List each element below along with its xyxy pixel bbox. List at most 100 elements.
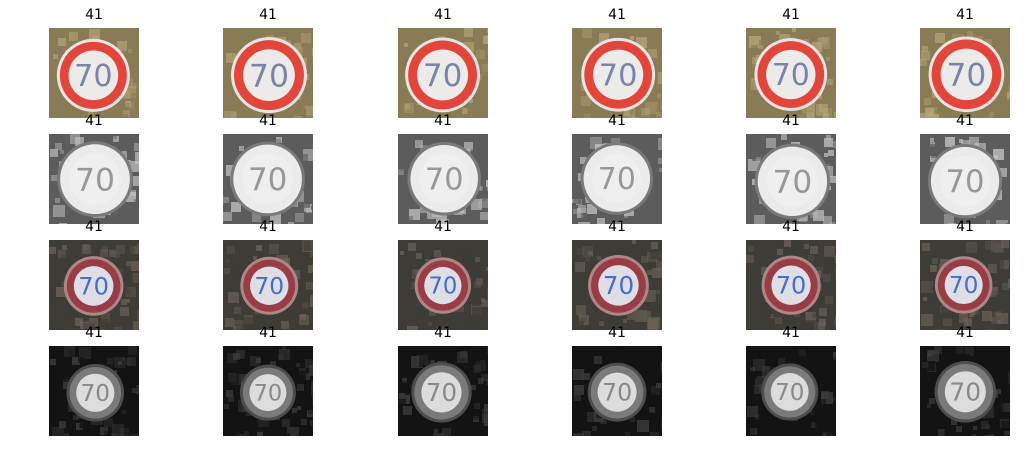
class-label: 41	[956, 325, 974, 341]
class-label: 41	[85, 325, 103, 341]
grid-cell: 41 70	[746, 219, 836, 330]
grid-cell: 41 70	[398, 325, 488, 436]
sign-tile: 70	[920, 346, 1010, 436]
sign-tile: 70	[223, 28, 313, 118]
sign-tile: 70	[398, 346, 488, 436]
sign-image: 70	[398, 134, 488, 224]
sign-face	[597, 372, 637, 412]
class-label: 41	[782, 325, 800, 341]
class-label: 41	[782, 7, 800, 23]
sign-tile: 70	[920, 134, 1010, 224]
class-label: 41	[434, 7, 452, 23]
grid-cell: 41 70	[572, 113, 662, 224]
sign-image: 70	[49, 240, 139, 330]
sign-digits: 70	[603, 271, 634, 300]
sign-digits: 70	[248, 162, 287, 198]
sign-tile: 70	[223, 346, 313, 436]
sign-digits: 70	[949, 272, 979, 299]
class-label: 41	[434, 219, 452, 235]
grid-cell: 41 70	[398, 219, 488, 330]
sign-tile: 70	[746, 346, 836, 436]
grid-cell: 41 70	[920, 325, 1010, 436]
class-label: 41	[85, 113, 103, 129]
grid-cell: 41 70	[920, 7, 1010, 118]
sign-face	[68, 50, 119, 101]
grid-cell: 41 70	[920, 113, 1010, 224]
sign-face	[944, 371, 986, 413]
grid-cell: 41 70	[746, 7, 836, 118]
grid-cell: 41 70	[49, 325, 139, 436]
sign-tile: 70	[49, 240, 139, 330]
grid-cell: 41 70	[223, 7, 313, 118]
sign-tile: 70	[49, 28, 139, 118]
sign-tile: 70	[223, 240, 313, 330]
grid-cell: 41 70	[223, 113, 313, 224]
grid-cell: 41 70	[572, 7, 662, 118]
image-tint	[746, 28, 836, 118]
sign-digits: 70	[78, 273, 109, 301]
class-label: 41	[608, 219, 626, 235]
sign-image: 70	[223, 346, 313, 436]
sign-tile: 70	[572, 346, 662, 436]
image-tint	[49, 346, 139, 436]
sign-digits: 70	[773, 164, 813, 200]
sign-digits: 70	[75, 162, 115, 198]
sign-face	[771, 265, 811, 305]
sign-image: 70	[572, 28, 662, 118]
image-tint	[49, 134, 139, 224]
sign-digits: 70	[254, 381, 283, 407]
sign-face	[242, 153, 294, 205]
sign-face	[73, 266, 114, 306]
sign-face	[939, 155, 991, 207]
sign-tile: 70	[572, 28, 662, 118]
image-tint	[746, 240, 836, 330]
class-label: 41	[782, 113, 800, 129]
sign-face	[249, 374, 287, 412]
sign-digits: 70	[426, 378, 457, 407]
image-tint	[572, 134, 662, 224]
sign-face	[766, 155, 819, 208]
sign-digits: 70	[425, 163, 464, 198]
sign-face	[592, 153, 642, 204]
sign-digits: 70	[249, 58, 289, 94]
sign-tile: 70	[746, 240, 836, 330]
class-label: 41	[434, 113, 452, 129]
sign-tile: 70	[920, 240, 1010, 330]
image-tint	[572, 240, 662, 330]
sign-tile: 70	[49, 134, 139, 224]
sign-image: 70	[572, 134, 662, 224]
sign-face	[421, 372, 462, 413]
image-tint	[572, 28, 662, 118]
sign-digits: 70	[74, 59, 112, 94]
grid-cell: 41 70	[49, 113, 139, 224]
class-label: 41	[608, 325, 626, 341]
sign-face	[243, 49, 295, 102]
sign-digits: 70	[599, 59, 638, 94]
sign-digits: 70	[775, 380, 804, 406]
sign-face	[944, 265, 983, 305]
class-label: 41	[85, 7, 103, 23]
image-tint	[920, 28, 1010, 118]
image-tint	[920, 240, 1010, 330]
sign-tile: 70	[572, 134, 662, 224]
sign-digits: 70	[772, 58, 810, 93]
class-label: 41	[608, 113, 626, 129]
sign-image: 70	[49, 346, 139, 436]
sign-image: 70	[398, 346, 488, 436]
image-tint	[920, 134, 1010, 224]
sign-image: 70	[49, 134, 139, 224]
class-label: 41	[782, 219, 800, 235]
grid-cell: 41 70	[920, 219, 1010, 330]
sign-face	[598, 265, 639, 306]
image-tint	[746, 134, 836, 224]
image-tint	[223, 346, 313, 436]
sign-face	[417, 49, 469, 101]
grid-cell: 41 70	[398, 113, 488, 224]
sign-tile: 70	[398, 240, 488, 330]
class-label: 41	[608, 7, 626, 23]
sign-tile: 70	[746, 28, 836, 118]
sign-digits: 70	[602, 379, 632, 407]
class-label: 41	[434, 325, 452, 341]
sign-image: 70	[920, 28, 1010, 118]
sign-digits: 70	[946, 165, 985, 200]
